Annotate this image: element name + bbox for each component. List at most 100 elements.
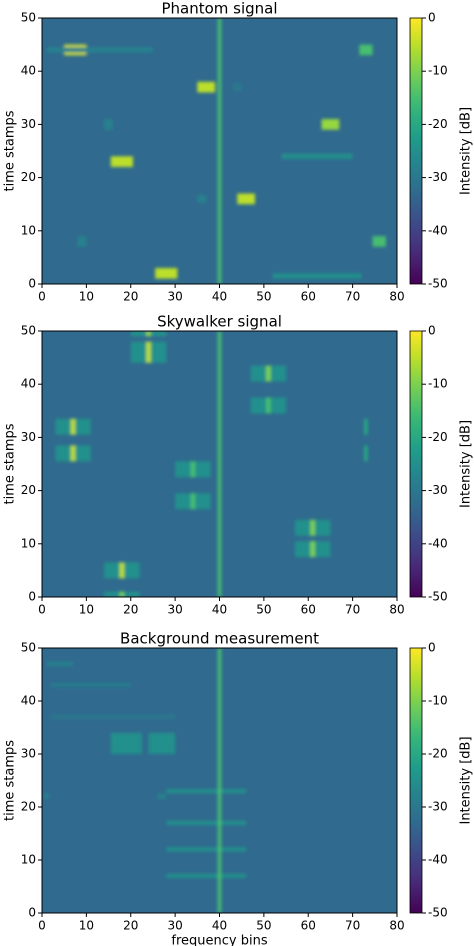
y-tick-label: 10	[21, 223, 36, 237]
cell	[310, 541, 315, 558]
cell	[364, 418, 368, 435]
cell	[146, 341, 151, 363]
x-tick-label: 70	[345, 290, 360, 304]
x-tick-label: 40	[212, 603, 227, 617]
colorbar	[409, 330, 423, 598]
cell	[46, 47, 153, 53]
colorbar-tick-label: -20	[428, 117, 448, 131]
x-tick-label: 30	[167, 290, 182, 304]
cell	[166, 788, 247, 794]
colorbar-tick-label: -50	[428, 906, 448, 920]
colorbar-label: Intensity [dB]	[459, 420, 474, 508]
cell	[190, 461, 196, 478]
x-axis-label: frequency bins	[171, 934, 267, 946]
colorbar-tick-label: -30	[428, 800, 448, 814]
x-tick-label: 80	[389, 919, 404, 933]
colorbar-tick-label: -40	[428, 536, 448, 550]
colorbar-label: Intensity [dB]	[459, 736, 474, 824]
cell	[217, 648, 222, 913]
cell	[364, 445, 368, 462]
panel: 0 10 20 30 40 50 60 70 80 0 10 20 30 40 50 Skywalker si…	[3, 313, 474, 617]
cell	[157, 793, 167, 800]
x-tick-label: 60	[301, 290, 316, 304]
cell	[46, 661, 74, 667]
cell	[110, 732, 142, 754]
colorbar-tick-label: -20	[428, 430, 448, 444]
colorbar	[409, 647, 423, 914]
colorbar-tick-label: 0	[428, 324, 436, 338]
x-tick-label: 50	[256, 603, 271, 617]
cells	[46, 18, 386, 284]
cell	[237, 193, 255, 205]
colorbar-tick-label: 0	[428, 641, 436, 655]
cell-group	[46, 18, 386, 284]
x-tick-label: 80	[389, 603, 404, 617]
cell	[119, 591, 125, 597]
y-tick-label: 20	[21, 483, 36, 497]
cell	[119, 562, 125, 579]
x-tick-label: 60	[301, 919, 316, 933]
colorbar-tick-label: -10	[428, 694, 448, 708]
y-tick-label: 20	[21, 170, 36, 184]
cell	[110, 156, 133, 167]
cell	[266, 365, 271, 382]
cell-group	[44, 648, 247, 913]
cell	[266, 397, 271, 414]
colorbar-tick-label: -30	[428, 483, 448, 497]
chart-title: Skywalker signal	[157, 313, 282, 331]
colorbar-tick-label: -50	[428, 277, 448, 291]
x-tick-label: 10	[79, 603, 94, 617]
x-tick-label: 60	[301, 603, 316, 617]
x-tick-label: 30	[167, 603, 182, 617]
cell	[70, 418, 76, 435]
cell	[166, 873, 247, 879]
y-tick-label: 30	[21, 747, 36, 761]
y-tick-label: 10	[21, 536, 36, 550]
y-axis-label: time stamps	[3, 110, 18, 191]
y-tick-label: 50	[21, 641, 36, 655]
chart-title: Background measurement	[120, 630, 319, 648]
y-tick-label: 30	[21, 117, 36, 131]
x-tick-label: 20	[123, 919, 138, 933]
x-tick-label: 50	[256, 290, 271, 304]
y-tick-label: 0	[28, 590, 36, 604]
y-tick-label: 20	[21, 800, 36, 814]
cell	[272, 273, 362, 279]
y-tick-label: 40	[21, 377, 36, 391]
x-tick-label: 20	[123, 603, 138, 617]
y-tick-label: 40	[21, 64, 36, 78]
x-tick-label: 40	[212, 919, 227, 933]
cells	[55, 331, 368, 597]
colorbar-tick-label: -40	[428, 853, 448, 867]
cell	[232, 83, 242, 92]
y-tick-label: 0	[28, 277, 36, 291]
x-tick-label: 40	[212, 290, 227, 304]
y-tick-label: 30	[21, 430, 36, 444]
cell	[217, 331, 222, 597]
cell	[146, 331, 151, 337]
x-tick-label: 0	[38, 919, 46, 933]
cell	[166, 847, 247, 852]
x-tick-label: 30	[167, 919, 182, 933]
cell	[50, 714, 176, 720]
y-tick-label: 0	[28, 906, 36, 920]
cell	[166, 820, 247, 826]
cell	[77, 236, 87, 247]
cell	[50, 682, 131, 688]
cell	[310, 519, 315, 536]
y-axis-label: time stamps	[3, 423, 18, 504]
cell	[155, 268, 178, 279]
panel: 0 10 20 30 40 50 60 70 80 0 10 20 30 40 50 Phantom sign…	[3, 0, 474, 304]
x-tick-label: 70	[345, 919, 360, 933]
x-tick-label: 0	[38, 603, 46, 617]
cell	[44, 793, 49, 800]
x-tick-label: 10	[79, 919, 94, 933]
panel: 0 10 20 30 40 50 60 70 80 0 10 20 30 40 50 Background m…	[3, 630, 474, 946]
y-tick-label: 40	[21, 694, 36, 708]
colorbar-tick-label: -10	[428, 64, 448, 78]
x-tick-label: 80	[389, 290, 404, 304]
colorbar-tick-label: -10	[428, 377, 448, 391]
cell	[281, 153, 353, 159]
cell	[372, 236, 386, 247]
